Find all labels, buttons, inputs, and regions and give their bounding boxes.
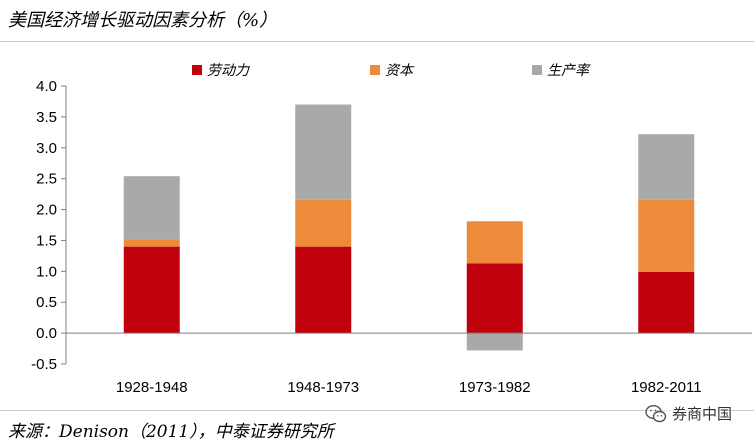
- legend-swatch: [192, 65, 202, 75]
- wechat-icon: [645, 404, 667, 422]
- legend-swatch: [370, 65, 380, 75]
- y-tick-label: -0.5: [31, 356, 57, 373]
- watermark-text: 券商中国: [671, 405, 732, 423]
- stacked-bar-chart: 4.0 3.5 3.0 2.5 2.0 1.5 1.0 0.5 0.0 -0.5 1928-1948…: [31, 63, 752, 396]
- bar-labor-4: [638, 271, 695, 334]
- y-tick-label: 1.0: [36, 263, 57, 280]
- x-category-label: 1928-1948: [116, 379, 188, 396]
- y-tick-label: 0.5: [36, 294, 57, 311]
- y-tick-label: 2.5: [36, 171, 57, 188]
- y-tick-label: 3.5: [36, 109, 57, 126]
- bar-productivity-2: [295, 104, 352, 200]
- legend-label: 生产率: [547, 63, 591, 79]
- y-tick-label: 3.0: [36, 140, 57, 157]
- watermark: 券商中国: [644, 403, 732, 424]
- chart-title: 美国经济增长驱动因素分析（%）: [8, 10, 278, 31]
- bar-capital-2: [295, 199, 352, 247]
- bar-labor-2: [295, 246, 352, 334]
- bar-capital-4: [638, 199, 695, 272]
- source-note: 来源：Denison（2011），中泰证券研究所: [8, 422, 334, 442]
- footer-divider: [0, 410, 754, 411]
- x-category-label: 1973-1982: [459, 379, 531, 396]
- x-category-label: 1948-1973: [287, 379, 359, 396]
- bar-productivity-1: [123, 176, 180, 240]
- x-category-label: 1982-2011: [631, 379, 702, 396]
- legend-label: 劳动力: [207, 63, 250, 79]
- y-tick-label: 0.0: [36, 325, 57, 342]
- y-tick-label: 1.5: [36, 232, 57, 249]
- bar-labor-3: [466, 263, 523, 334]
- bar-productivity-4: [638, 134, 695, 200]
- y-tick-label: 4.0: [36, 78, 57, 95]
- bar-labor-1: [123, 246, 180, 334]
- legend-swatch: [532, 65, 542, 75]
- y-tick-label: 2.0: [36, 202, 57, 219]
- bar-capital-1: [123, 239, 180, 247]
- title-divider: [0, 41, 754, 42]
- bar-capital-3: [466, 221, 523, 264]
- legend-label: 资本: [385, 63, 415, 79]
- bar-productivity-3: [466, 333, 523, 351]
